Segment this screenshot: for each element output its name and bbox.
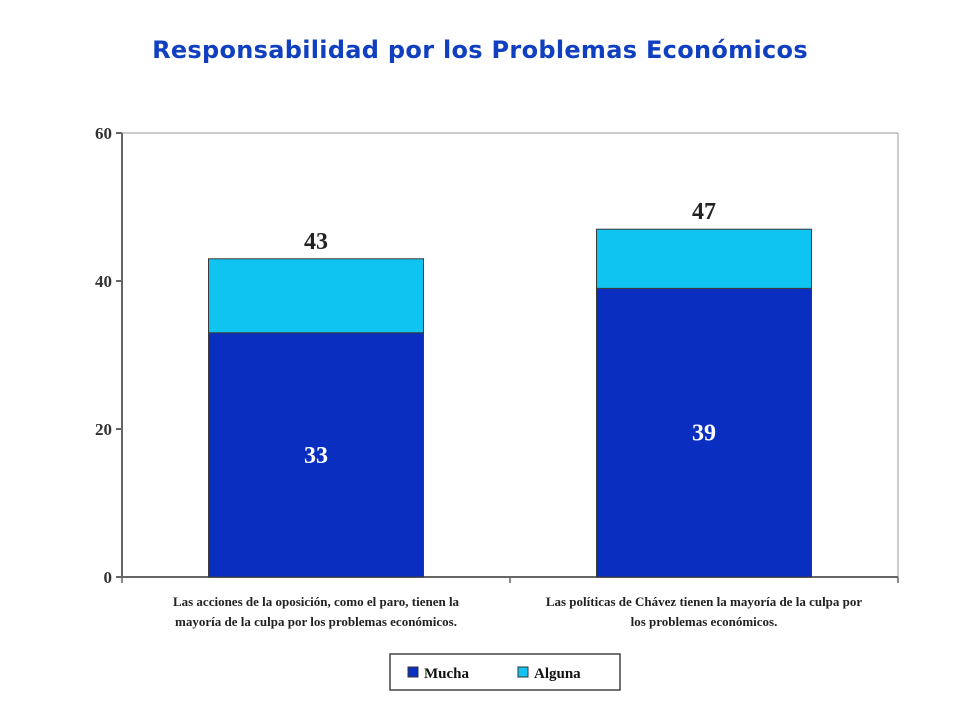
legend-box (389, 653, 621, 691)
bar-alguna (208, 258, 424, 334)
x-category-label: los problemas económicos. (631, 614, 778, 629)
x-category-label: Las políticas de Chávez tienen la mayorí… (546, 594, 863, 609)
data-label-mucha: 39 (692, 421, 716, 447)
legend-swatch-mucha (407, 666, 419, 678)
page-title: Responsabilidad por los Problemas Económ… (152, 36, 808, 64)
data-label-total: 43 (304, 229, 328, 255)
y-tick-label: 40 (95, 272, 112, 291)
y-tick-label: 0 (104, 568, 113, 587)
x-category-label: mayoría de la culpa por los problemas ec… (175, 614, 457, 629)
bar-alguna (596, 228, 812, 289)
y-tick-label: 20 (95, 420, 112, 439)
y-tick-label: 60 (95, 124, 112, 143)
legend-label-mucha: Mucha (424, 666, 470, 682)
data-label-mucha: 33 (304, 443, 328, 469)
bar-mucha (208, 332, 424, 578)
data-label-total: 47 (692, 199, 716, 225)
x-category-label: Las acciones de la oposición, como el pa… (173, 594, 460, 609)
bar-mucha (596, 287, 812, 578)
legend-swatch-alguna (517, 666, 529, 678)
legend-label-alguna: Alguna (534, 666, 581, 682)
